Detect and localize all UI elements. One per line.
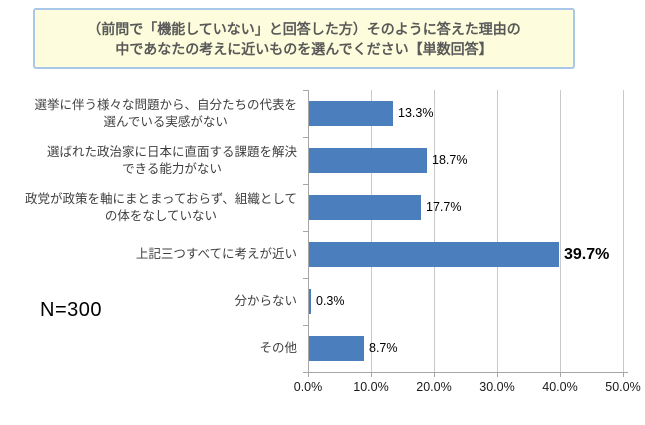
category-row: 選挙に伴う様々な問題から、自分たちの代表を 選んでいる実感がない [0,90,303,137]
x-axis-tick [560,373,561,377]
bar-value-label: 13.3% [398,106,434,120]
y-axis-tick [303,137,308,138]
x-axis-tick-label: 40.0% [542,380,578,394]
value-axis-line [307,372,628,373]
gridline-50 [623,90,624,372]
x-axis-tick [497,373,498,377]
category-label: その他 [259,341,297,355]
bar [309,148,427,173]
category-row: 政党が政策を軸にまとまっておらず、組織として の体をなしていない [0,184,303,231]
gridline-40 [560,90,561,372]
y-axis-tick [303,325,308,326]
category-label: 分からない [234,294,297,308]
x-axis-tick [623,373,624,377]
x-axis-tick-label: 20.0% [416,380,452,394]
bar-value-label: 18.7% [432,153,468,167]
plot-area: 13.3% 18.7% 17.7% 39.7% 0.3% 8.7% 0.0% 10.0% 20.… [294,90,641,394]
x-axis-tick-label: 0.0% [293,380,323,394]
bar [309,289,311,314]
x-axis-tick-label: 50.0% [605,380,641,394]
bar [309,195,421,220]
y-axis-tick [303,184,308,185]
category-row: 選ばれた政治家に日本に直面する課題を解決 できる能力がない [0,137,303,184]
x-axis-tick-label: 10.0% [353,380,389,394]
gridline-30 [497,90,498,372]
x-axis-tick [308,373,309,377]
x-axis-tick [371,373,372,377]
chart-title-line2: 中であなたの考えに近いものを選んでください【単数回答】 [115,40,493,57]
category-row: 分からない [0,278,303,325]
chart-title-line1: （前問で「機能していない」と回答した方）そのように答えた理由の [87,20,521,37]
category-axis-line [308,90,309,372]
y-axis-tick [303,278,308,279]
y-axis-tick [303,372,308,373]
bar-value-label: 8.7% [369,341,398,355]
bar-value-label: 39.7% [564,246,610,263]
category-label: 政党が政策を軸にまとまっておらず、組織として の体をなしていない [24,191,297,223]
x-axis-tick-label: 30.0% [479,380,515,394]
bar [309,242,559,267]
category-row: 上記三つすべてに考えが近い [0,231,303,278]
chart-title-box: （前問で「機能していない」と回答した方）そのように答えた理由の 中であなたの考え… [33,8,575,69]
bar-value-label: 0.3% [316,294,345,308]
y-axis-tick [303,231,308,232]
bar-value-label: 17.7% [426,200,462,214]
category-label: 選挙に伴う様々な問題から、自分たちの代表を 選んでいる実感がない [34,97,297,129]
bar [309,336,364,361]
sample-size-label: N=300 [40,299,102,321]
category-axis-labels: 選挙に伴う様々な問題から、自分たちの代表を 選んでいる実感がない選ばれた政治家に… [0,90,303,372]
category-label: 上記三つすべてに考えが近い [135,247,297,261]
y-axis-tick [303,90,308,91]
category-label: 選ばれた政治家に日本に直面する課題を解決 できる能力がない [46,144,297,176]
bar [309,101,393,126]
gridline-10 [371,90,372,372]
x-axis-tick [434,373,435,377]
gridline-20 [434,90,435,372]
category-row: その他 [0,325,303,372]
